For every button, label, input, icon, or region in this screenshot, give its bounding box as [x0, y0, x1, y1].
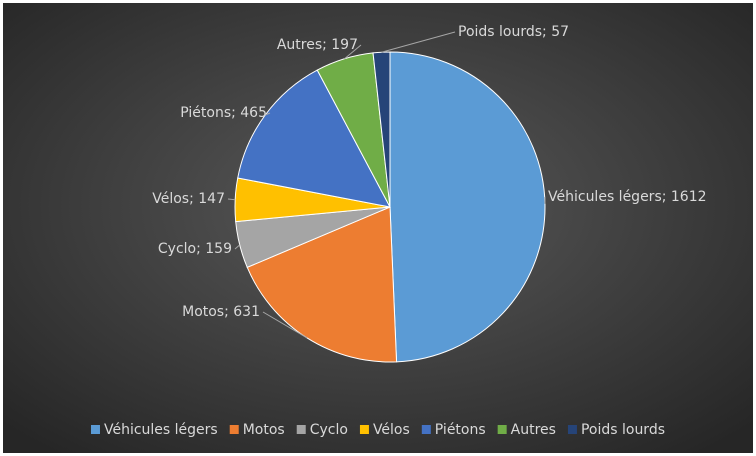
data-label: Autres; 197 — [277, 37, 358, 53]
legend-swatch — [567, 425, 577, 434]
leader-line — [344, 44, 362, 60]
legend-swatch — [359, 425, 369, 434]
pie-slice — [372, 51, 391, 208]
legend-label: Véhicules légers — [104, 422, 218, 438]
leader-line — [234, 244, 241, 250]
pie-slice — [389, 51, 546, 363]
legend-swatch — [497, 425, 507, 434]
legend-swatch — [296, 425, 306, 434]
data-label: Poids lourds; 57 — [458, 24, 569, 40]
legend-label: Autres — [511, 422, 556, 438]
legend-swatch — [421, 425, 431, 434]
legend-swatch — [90, 425, 100, 434]
leader-line — [265, 112, 271, 116]
leader-line — [262, 311, 308, 339]
legend-label: Cyclo — [310, 422, 348, 438]
data-label: Motos; 631 — [182, 304, 260, 320]
pie-slice — [246, 206, 398, 363]
leader-line — [381, 31, 456, 53]
legend-label: Motos — [243, 422, 285, 438]
data-label: Vélos; 147 — [152, 191, 225, 207]
legend-label: Piétons — [435, 422, 486, 438]
legend-swatch — [229, 425, 239, 434]
legend-label: Vélos — [373, 422, 410, 438]
legend-label: Poids lourds — [581, 422, 665, 438]
data-label: Véhicules légers; 1612 — [548, 189, 707, 205]
data-label: Cyclo; 159 — [158, 241, 232, 257]
leader-line — [227, 198, 236, 201]
pie-slice — [237, 69, 391, 208]
data-label: Piétons; 465 — [180, 105, 267, 121]
